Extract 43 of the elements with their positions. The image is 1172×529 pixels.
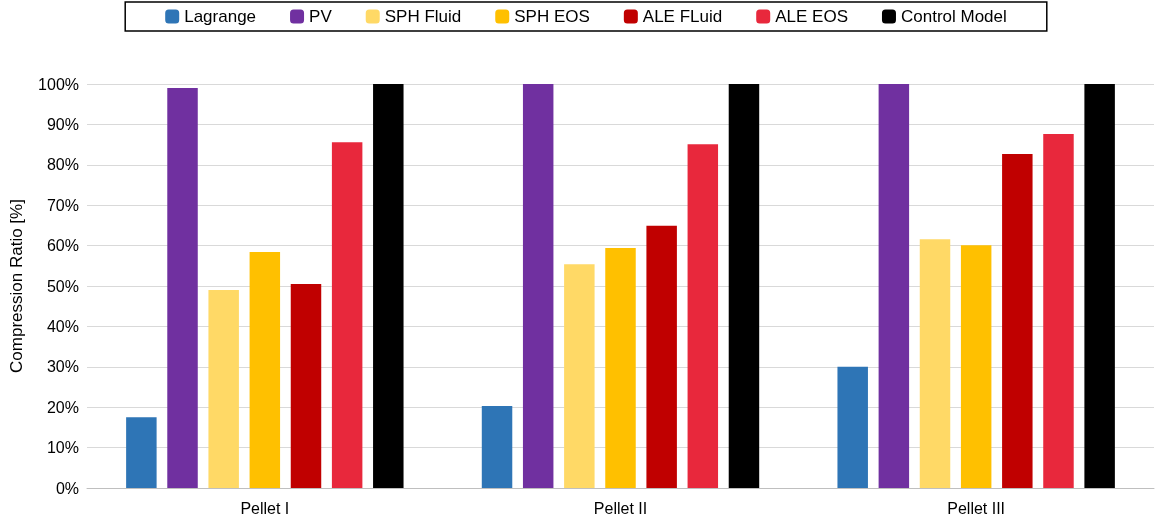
y-tick-label: 100% <box>38 75 79 93</box>
y-tick-label: 80% <box>46 156 79 174</box>
legend-label: SPH Fluid <box>384 7 462 26</box>
bar <box>208 290 239 488</box>
x-tick-label: Pellet II <box>593 499 648 517</box>
bar <box>687 144 719 488</box>
y-tick-label: 40% <box>46 317 79 335</box>
bar <box>249 252 281 488</box>
bar <box>960 245 992 488</box>
legend-label: ALE FLuid <box>642 7 723 26</box>
y-tick-label: 90% <box>46 115 79 133</box>
bar <box>1002 153 1033 488</box>
bar <box>919 239 951 488</box>
bar <box>290 283 322 488</box>
y-tick-label: 10% <box>46 439 79 457</box>
bar <box>837 366 868 488</box>
bar <box>564 264 595 488</box>
legend-label: SPH EOS <box>514 7 590 26</box>
bar <box>126 417 157 488</box>
bar <box>878 84 910 488</box>
bar <box>331 142 363 488</box>
y-tick-label: 70% <box>46 196 79 214</box>
bar <box>605 248 636 488</box>
y-tick-label: 50% <box>46 277 79 295</box>
legend-label: ALE EOS <box>775 7 848 26</box>
y-tick-label: 30% <box>46 358 79 376</box>
x-tick-label: Pellet III <box>947 499 1006 517</box>
y-tick-label: 60% <box>46 237 79 255</box>
bar <box>1043 134 1074 488</box>
bar <box>167 88 198 488</box>
bar <box>728 84 760 488</box>
y-tick-label: 0% <box>55 479 79 497</box>
legend-label: PV <box>309 7 333 26</box>
y-tick-label: 20% <box>46 398 79 416</box>
legend-label: Lagrange <box>184 7 257 26</box>
x-tick-label: Pellet I <box>240 499 290 517</box>
bar <box>373 84 404 488</box>
bar <box>646 225 677 488</box>
bar <box>522 84 554 488</box>
legend-label: Control Model <box>900 7 1007 26</box>
bar <box>481 405 513 488</box>
y-axis-title: Compression Ratio [%] <box>7 199 26 373</box>
bar <box>1084 84 1115 488</box>
